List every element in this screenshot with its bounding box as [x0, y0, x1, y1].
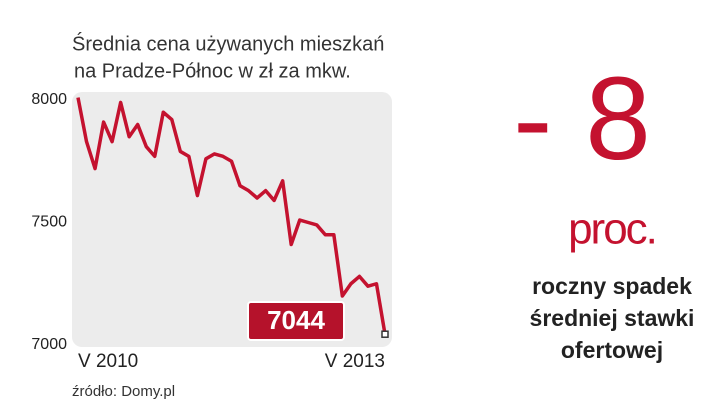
chart-title: na Pradze-Północ w zł za mkw.	[74, 60, 351, 82]
y-tick-label: 7000	[31, 336, 67, 353]
end-marker	[381, 330, 389, 338]
highlight-unit: proc.	[568, 205, 656, 254]
y-tick-label: 8000	[31, 91, 67, 108]
source: źródło: Domy.pl	[72, 383, 175, 400]
value-label-box	[247, 301, 345, 341]
highlight-value: - 8	[513, 53, 651, 185]
chart-title: Średnia cena używanych mieszkań	[72, 31, 384, 55]
y-tick-label: 7500	[31, 214, 67, 231]
highlight-caption: średniej stawki	[530, 305, 695, 331]
line	[76, 97, 387, 335]
value-label: 7044	[267, 305, 325, 335]
x-tick-label: V 2013	[325, 351, 385, 372]
x-tick-label: V 2010	[78, 351, 138, 372]
highlight-caption: roczny spadek	[532, 273, 692, 299]
highlight-caption: ofertowej	[561, 337, 663, 363]
